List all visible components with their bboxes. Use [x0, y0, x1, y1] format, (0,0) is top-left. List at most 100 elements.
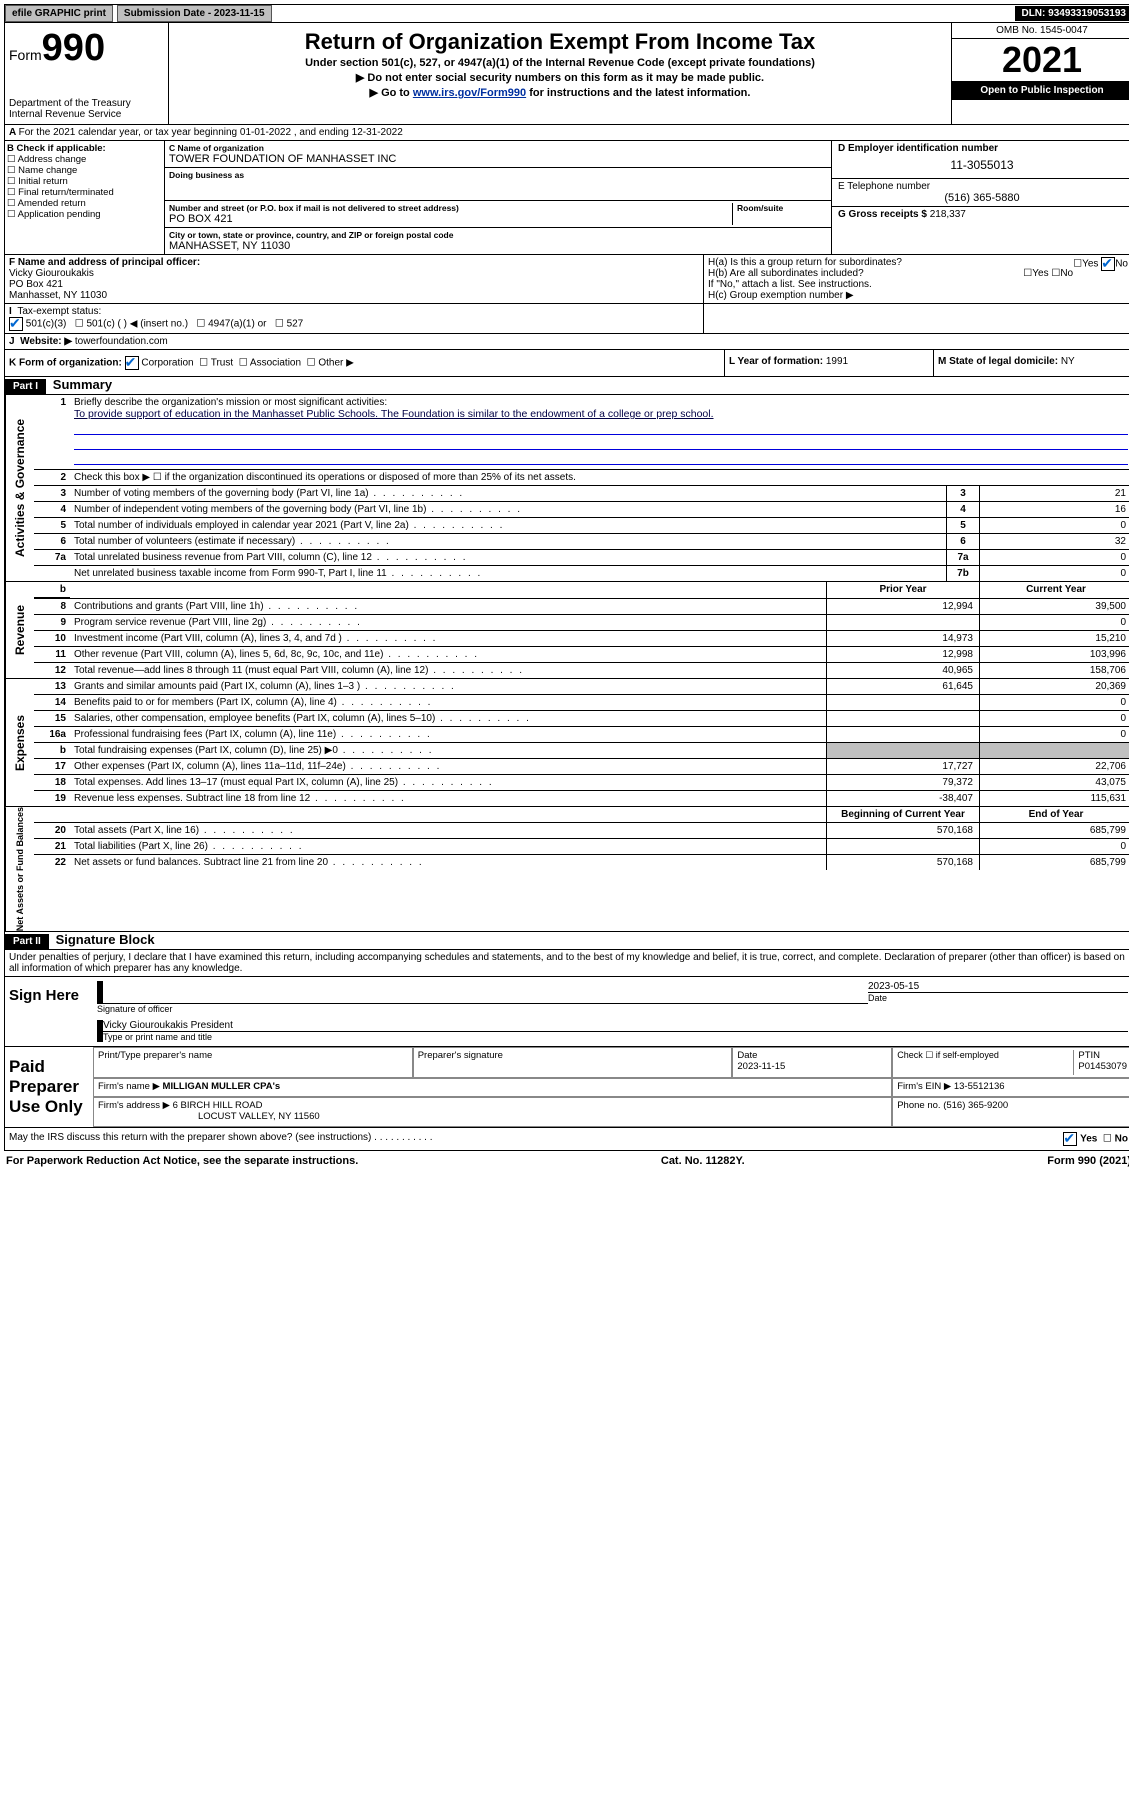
current-value: 103,996 [979, 647, 1129, 662]
chk-address-change[interactable]: Address change [7, 154, 162, 165]
firm-phone: (516) 365-9200 [943, 1100, 1008, 1111]
line-value: 21 [979, 486, 1129, 501]
ein-label: D Employer identification number [838, 143, 1126, 154]
prior-value: 12,998 [826, 647, 979, 662]
foot-left: For Paperwork Reduction Act Notice, see … [6, 1155, 358, 1167]
line-text: Net unrelated business taxable income fr… [74, 568, 482, 579]
city-state-zip: MANHASSET, NY 11030 [169, 240, 827, 252]
open-inspection: Open to Public Inspection [952, 81, 1129, 100]
prior-value [826, 839, 979, 854]
firm-addr2: LOCUST VALLEY, NY 11560 [198, 1111, 320, 1122]
line-text: Revenue less expenses. Subtract line 18 … [74, 793, 406, 804]
line-text: Professional fundraising fees (Part IX, … [74, 729, 432, 740]
line-text: Number of voting members of the governin… [74, 488, 464, 499]
line-text: Number of independent voting members of … [74, 504, 522, 515]
tax-exempt-label: Tax-exempt status: [17, 306, 101, 317]
prior-value [826, 727, 979, 742]
discuss-yes[interactable] [1063, 1132, 1077, 1146]
line-value: 16 [979, 502, 1129, 517]
top-bar: efile GRAPHIC print Submission Date - 20… [4, 4, 1129, 23]
prior-value: 61,645 [826, 679, 979, 694]
mission-text: To provide support of education in the M… [74, 408, 714, 420]
officer-addr2: Manhasset, NY 11030 [9, 290, 699, 301]
state-domicile: NY [1061, 356, 1075, 367]
current-value: 22,706 [979, 759, 1129, 774]
line-text: Total liabilities (Part X, line 26) [74, 841, 304, 852]
self-employed-check[interactable]: Check ☐ if self-employed [897, 1050, 1073, 1074]
addr-label: Number and street (or P.O. box if mail i… [169, 203, 732, 213]
line2-text: Check this box ▶ ☐ if the organization d… [70, 470, 1129, 485]
line-value: 0 [979, 550, 1129, 565]
line-text: Net assets or fund balances. Subtract li… [74, 857, 424, 868]
ein-value: 11-3055013 [838, 154, 1126, 176]
irs-link[interactable]: www.irs.gov/Form990 [413, 87, 526, 99]
line-text: Other expenses (Part IX, column (A), lin… [74, 761, 441, 772]
firm-addr1: 6 BIRCH HILL ROAD [173, 1100, 263, 1111]
col-b-checkboxes: B Check if applicable: Address change Na… [5, 141, 165, 254]
firm-name: MILLIGAN MULLER CPA's [163, 1081, 281, 1092]
line-value: 0 [979, 518, 1129, 533]
current-value: 685,799 [979, 823, 1129, 838]
head-begin: Beginning of Current Year [826, 807, 979, 822]
irs-label: Internal Revenue Service [9, 109, 164, 120]
sign-here-block: Sign Here Signature of officer 2023-05-1… [4, 977, 1129, 1047]
line-box: 6 [946, 534, 979, 549]
current-value [979, 743, 1129, 758]
sig-officer-label: Signature of officer [97, 1004, 868, 1014]
line-box: 7a [946, 550, 979, 565]
prior-value: 12,994 [826, 599, 979, 614]
line-text: Program service revenue (Part VIII, line… [74, 617, 362, 628]
current-value: 0 [979, 727, 1129, 742]
org-name-label: C Name of organization [169, 143, 827, 153]
gross-receipts-label: G Gross receipts $ [838, 209, 927, 220]
website-value: towerfoundation.com [75, 336, 168, 347]
prior-value: 17,727 [826, 759, 979, 774]
line-box: 5 [946, 518, 979, 533]
h-c: H(c) Group exemption number ▶ [708, 290, 1128, 301]
current-value: 0 [979, 711, 1129, 726]
dept-treasury: Department of the Treasury [9, 98, 164, 109]
prep-name-label: Print/Type preparer's name [93, 1047, 413, 1077]
paid-preparer-label: Paid Preparer Use Only [5, 1047, 93, 1127]
current-value: 115,631 [979, 791, 1129, 806]
foot-mid: Cat. No. 11282Y. [661, 1155, 745, 1167]
prior-value: 14,973 [826, 631, 979, 646]
org-name: TOWER FOUNDATION OF MANHASSET INC [169, 153, 827, 165]
current-value: 0 [979, 839, 1129, 854]
officer-label: F Name and address of principal officer: [9, 257, 699, 268]
row-f-h: F Name and address of principal officer:… [4, 255, 1129, 304]
chk-app-pending[interactable]: Application pending [7, 209, 162, 220]
line-text: Grants and similar amounts paid (Part IX… [74, 681, 456, 692]
form-number: Form990 [9, 27, 164, 70]
sign-here-label: Sign Here [5, 977, 93, 1046]
firm-ein: 13-5512136 [954, 1081, 1005, 1092]
chk-corporation[interactable] [125, 356, 139, 370]
prior-value: -38,407 [826, 791, 979, 806]
current-value: 43,075 [979, 775, 1129, 790]
chk-501c3[interactable] [9, 317, 23, 331]
chk-initial-return[interactable]: Initial return [7, 176, 162, 187]
prior-value [826, 711, 979, 726]
row-a-tax-year: A For the 2021 calendar year, or tax yea… [4, 125, 1129, 141]
chk-final-return[interactable]: Final return/terminated [7, 187, 162, 198]
prior-value [826, 615, 979, 630]
officer-name: Vicky Giouroukakis [9, 268, 699, 279]
street-address: PO BOX 421 [169, 213, 732, 225]
ha-no-check[interactable] [1101, 257, 1115, 271]
chk-amended[interactable]: Amended return [7, 198, 162, 209]
line-value: 0 [979, 566, 1129, 581]
prior-value [826, 695, 979, 710]
head-end: End of Year [979, 807, 1129, 822]
phone-label: E Telephone number [838, 181, 1126, 192]
form-title: Return of Organization Exempt From Incom… [173, 29, 947, 55]
chk-name-change[interactable]: Name change [7, 165, 162, 176]
entity-block: B Check if applicable: Address change Na… [4, 141, 1129, 255]
omb-number: OMB No. 1545-0047 [952, 23, 1129, 39]
line-text: Total number of individuals employed in … [74, 520, 504, 531]
current-value: 158,706 [979, 663, 1129, 678]
efile-button[interactable]: efile GRAPHIC print [5, 5, 113, 22]
paid-preparer-block: Paid Preparer Use Only Print/Type prepar… [4, 1047, 1129, 1128]
line-text: Other revenue (Part VIII, column (A), li… [74, 649, 479, 660]
line-text: Total expenses. Add lines 13–17 (must eq… [74, 777, 494, 788]
line-text: Total number of volunteers (estimate if … [74, 536, 391, 547]
